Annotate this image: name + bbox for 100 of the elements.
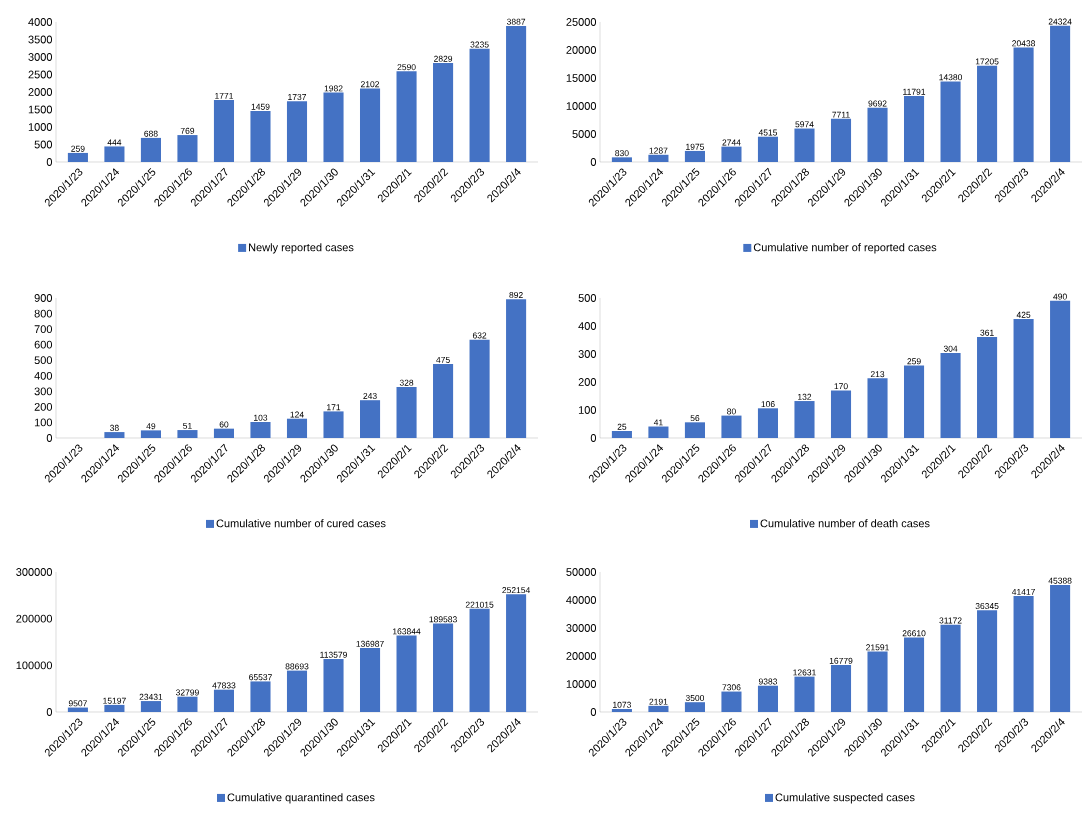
bar [323,659,344,712]
data-label: 41 [653,419,663,426]
data-label: 132 [798,393,812,400]
y-tick-label: 400 [578,322,597,330]
bar [506,25,527,162]
bar [359,400,381,438]
bar [977,336,998,438]
bar [648,705,669,712]
data-label: 21591 [866,644,889,651]
bar [506,594,527,712]
data-label: 15197 [103,697,126,704]
y-tick-label: 300 [34,387,53,396]
y-tick-label: 0 [590,708,597,716]
data-label: 14380 [939,74,963,81]
y-tick-label: 5000 [572,130,597,138]
y-tick-label: 900 [34,294,53,302]
data-label: 3500 [685,694,705,701]
bar [469,339,490,438]
data-label: 113579 [320,651,347,658]
bar [611,431,632,438]
y-tick-label: 300000 [16,568,53,576]
data-label: 1982 [324,85,343,92]
data-label: 5974 [795,121,814,128]
data-label: 2744 [722,139,741,146]
bar [469,48,490,162]
data-label: 45388 [1048,577,1072,584]
bar [684,702,705,712]
bar [757,408,779,438]
y-tick-label: 100 [578,406,597,414]
y-tick-label: 700 [34,325,53,333]
data-label: 7306 [722,684,741,691]
bar [1013,47,1034,162]
bar [757,685,779,712]
bar [977,65,998,162]
data-label: 490 [1053,293,1067,300]
bar [323,92,344,162]
data-label: 425 [1016,311,1031,318]
bar [648,426,669,438]
data-label: 444 [107,139,122,146]
bar [359,88,381,162]
y-tick-label: 3500 [28,35,53,44]
data-label: 3887 [506,18,526,25]
data-label: 65537 [249,674,272,681]
bar [67,152,88,162]
bar [940,624,961,712]
data-label: 56 [690,415,700,422]
bar [286,101,308,162]
data-label: 31172 [939,617,962,624]
data-label: 136987 [356,640,384,647]
data-label: 170 [834,383,848,390]
y-tick-label: 30000 [566,624,597,632]
bar [721,415,742,438]
bar [721,691,742,712]
bar [904,365,925,438]
bar [977,610,998,712]
legend-label: Cumulative number of cured cases [216,519,386,528]
data-label: 32799 [175,689,199,696]
bar [830,665,852,712]
data-label: 259 [907,358,921,365]
bar [506,299,527,438]
y-tick-label: 0 [46,434,53,442]
data-label: 124 [290,411,304,418]
data-label: 24324 [1048,18,1072,25]
data-label: 16779 [829,657,853,664]
data-label: 23431 [139,693,163,700]
data-label: 361 [980,329,994,336]
legend-label: Cumulative number of reported cases [753,243,937,254]
y-tick-label: 500 [34,356,53,365]
bar [396,635,417,712]
legend-label: Cumulative number of death cases [760,519,930,528]
y-tick-label: 10000 [566,102,597,110]
data-label: 189583 [429,616,457,623]
bar [104,704,125,712]
bar [1050,25,1071,162]
bar [177,696,198,712]
bar [67,707,88,712]
bar [611,708,632,712]
data-label: 4515 [758,129,778,136]
bar [396,386,417,438]
data-label: 41417 [1011,588,1035,595]
data-label: 88693 [285,663,309,670]
bar [359,648,381,712]
data-label: 213 [870,371,885,378]
y-tick-label: 3000 [28,53,53,61]
y-tick-label: 20000 [566,46,597,54]
bar [1050,584,1071,712]
bar [433,623,454,712]
data-label: 36345 [975,603,999,610]
y-tick-label: 500 [578,294,597,302]
y-tick-label: 300 [578,350,597,358]
y-tick-label: 100000 [16,661,53,670]
data-label: 2590 [397,64,416,71]
data-label: 12631 [793,669,816,676]
data-label: 1737 [288,93,307,100]
data-label: 252154 [502,587,531,594]
data-label: 9692 [868,100,887,107]
y-tick-label: 500 [34,140,53,149]
data-label: 1073 [613,701,631,708]
bar [286,418,308,438]
bar [140,430,161,438]
